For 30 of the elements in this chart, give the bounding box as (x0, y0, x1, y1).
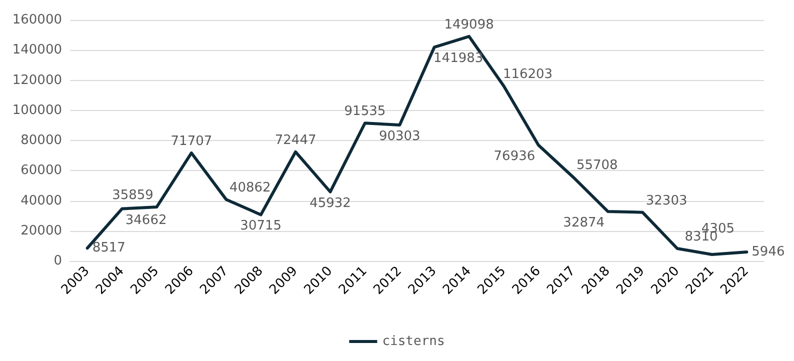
data-label: 34662 (125, 212, 167, 228)
y-tick-label: 40000 (20, 193, 62, 208)
data-label: 55708 (576, 158, 618, 174)
data-label: 45932 (310, 196, 351, 211)
data-label: 149098 (444, 17, 494, 32)
data-label: 72447 (274, 132, 316, 148)
data-label: 91535 (344, 104, 386, 120)
data-label: 32874 (563, 215, 605, 230)
y-tick-label: 120000 (12, 72, 62, 88)
y-tick-label: 140000 (12, 42, 62, 58)
data-label: 71707 (170, 134, 212, 149)
data-label: 30715 (240, 218, 282, 234)
y-tick-label: 80000 (20, 133, 62, 148)
data-label: 8517 (92, 240, 126, 256)
data-label: 5946 (752, 244, 785, 260)
y-tick-label: 0 (54, 254, 62, 268)
y-tick-label: 100000 (12, 102, 62, 118)
data-label: 141983 (434, 51, 484, 66)
y-tick-label: 20000 (20, 223, 62, 238)
data-label: 8310 (684, 229, 718, 244)
data-label: 35859 (112, 188, 154, 203)
legend-label: cisterns (382, 334, 445, 349)
y-tick-label: 160000 (12, 12, 62, 28)
data-label: 40862 (229, 180, 271, 196)
data-label: 76936 (494, 149, 536, 164)
data-label: 32303 (646, 193, 688, 208)
data-label: 116203 (502, 66, 553, 82)
y-tick-label: 60000 (20, 163, 62, 178)
data-label: 90303 (378, 128, 420, 144)
line-series (86, 34, 748, 256)
